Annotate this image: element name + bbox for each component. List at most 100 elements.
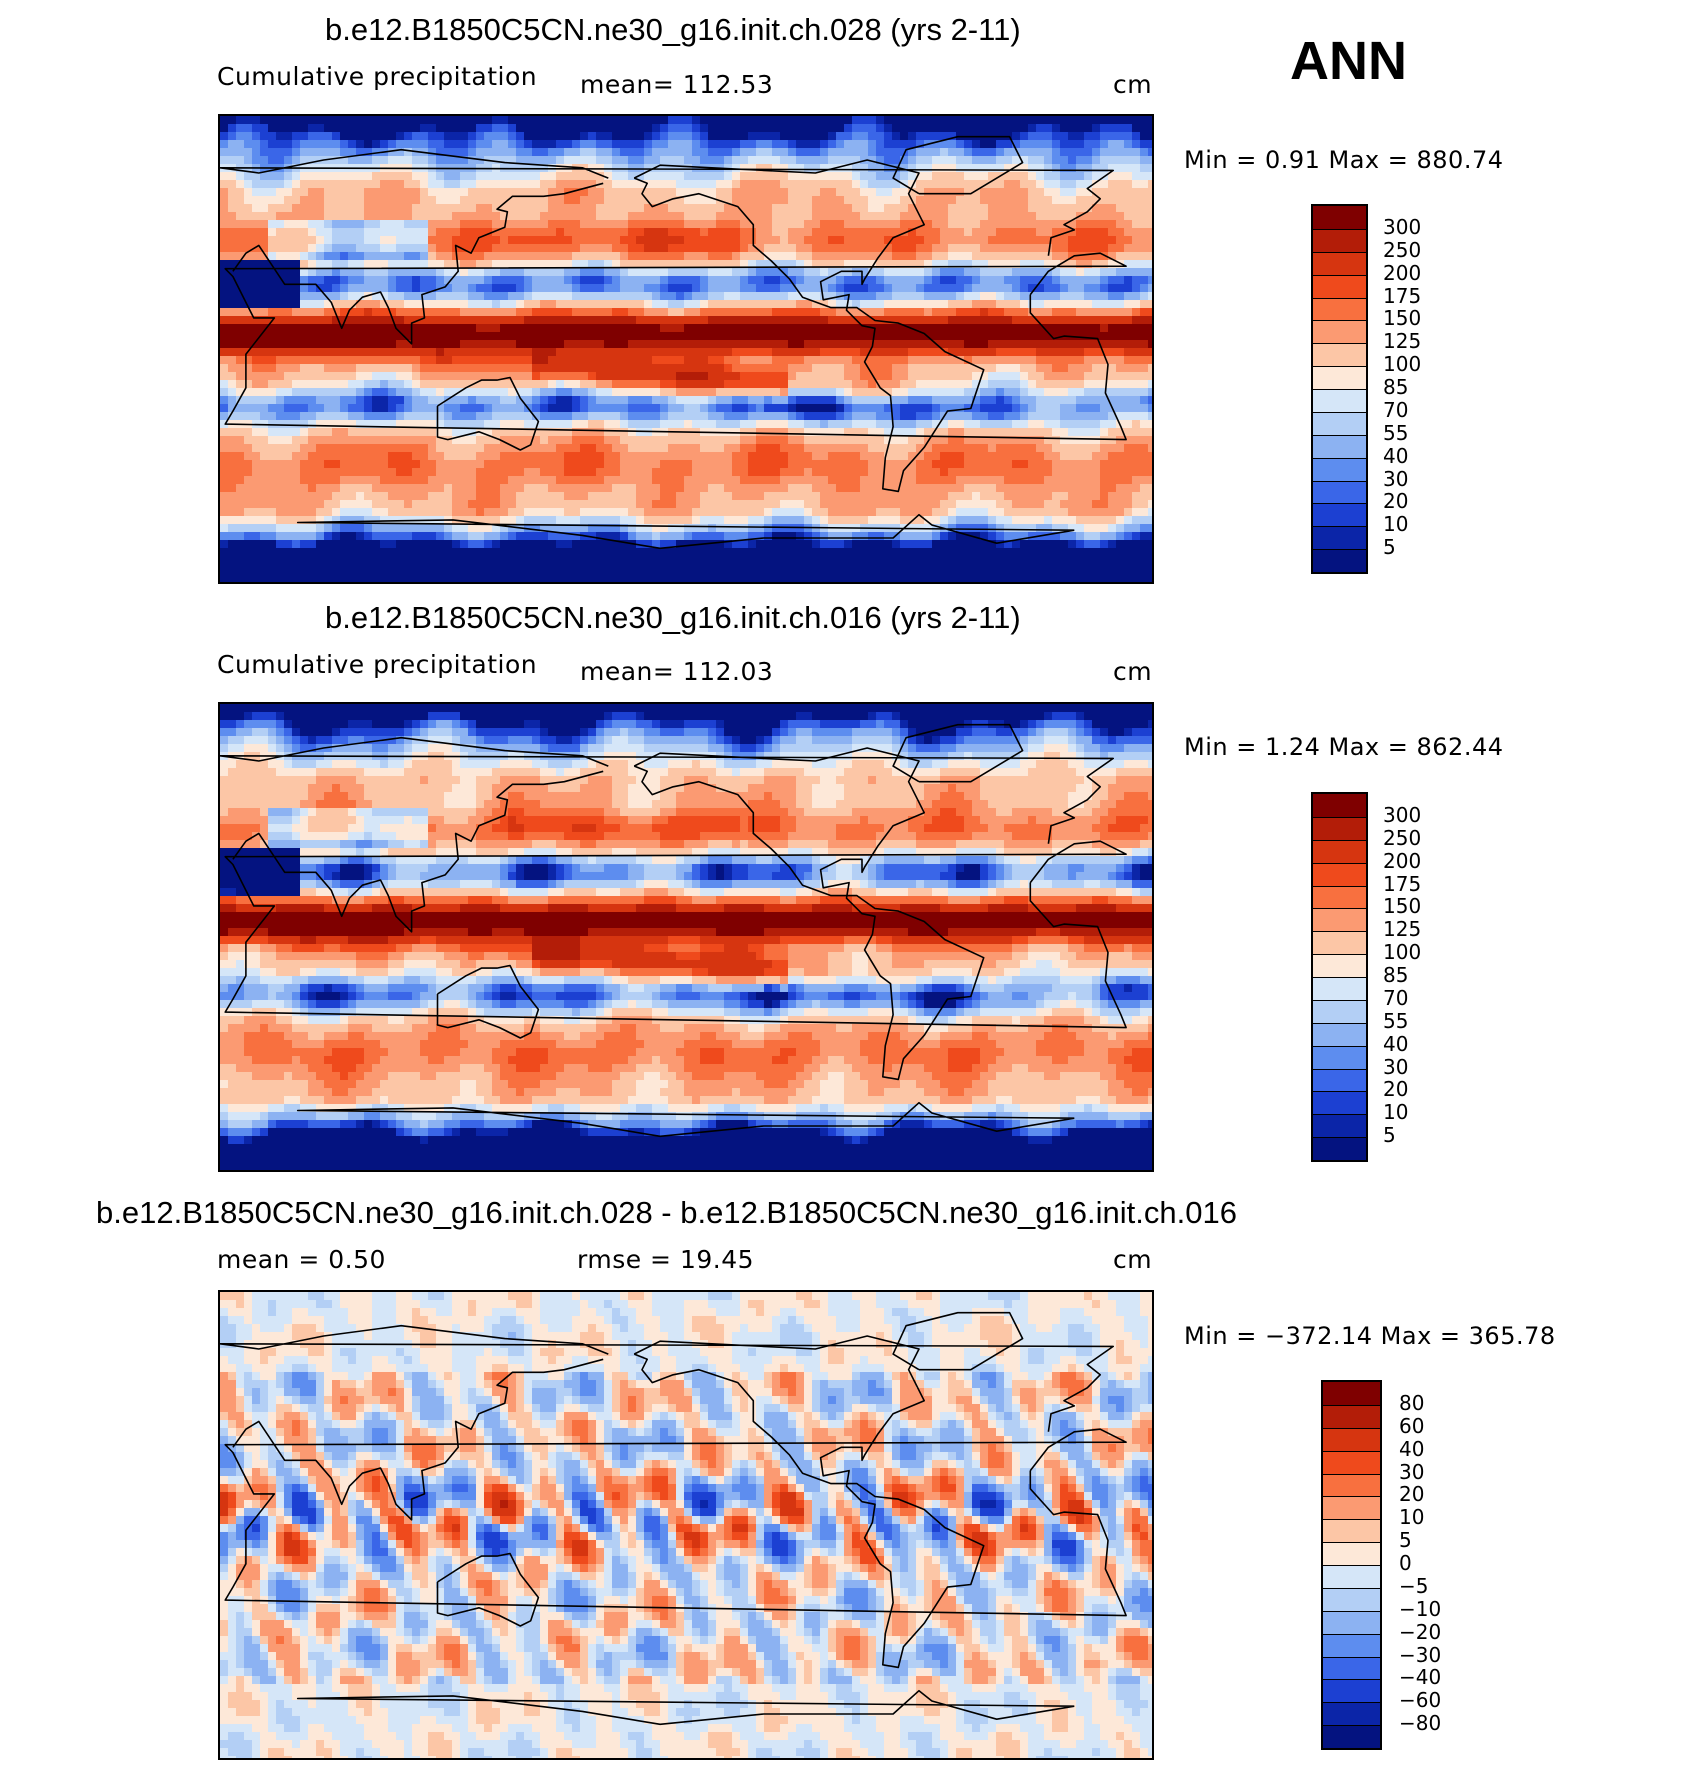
field-cell [444,332,453,341]
field-cell [1060,260,1069,269]
field-cell [908,436,917,445]
field-cell [748,268,757,277]
field-cell [452,156,461,165]
field-cell [1108,148,1117,157]
field-cell [788,268,797,277]
field-cell [500,308,509,317]
field-cell [1148,332,1152,341]
field-cell [604,172,613,181]
field-cell [300,372,309,381]
field-cell [996,428,1005,437]
field-cell [412,276,421,285]
field-cell [628,276,637,285]
field-cell [964,436,973,445]
field-cell [740,332,749,341]
field-cell [660,172,669,181]
field-cell [972,156,981,165]
field-cell [548,428,557,437]
field-cell [612,420,621,429]
field-cell [348,204,357,213]
field-cell [420,340,429,349]
field-cell [500,220,509,229]
field-cell [260,196,269,205]
field-cell [564,180,573,189]
field-cell [580,220,589,229]
field-cell [876,396,885,405]
field-cell [796,412,805,421]
field-cell [396,116,405,125]
field-cell [492,412,501,421]
field-cell [588,220,597,229]
field-cell [1108,260,1117,269]
field-cell [1124,236,1133,245]
field-cell [1020,148,1029,157]
field-cell [284,228,293,237]
field-cell [1140,356,1149,365]
field-cell [476,252,485,261]
field-cell [1076,340,1085,349]
field-cell [532,260,541,269]
field-cell [836,436,845,445]
field-cell [740,164,749,173]
field-cell [548,412,557,421]
field-cell [572,204,581,213]
field-cell [1124,252,1133,261]
field-cell [492,356,501,365]
field-cell [692,380,701,389]
field-cell [1116,372,1125,381]
field-cell [1132,268,1141,277]
field-cell [444,116,453,125]
field-cell [532,332,541,341]
field-cell [572,188,581,197]
field-cell [1044,228,1053,237]
field-cell [692,140,701,149]
field-cell [788,396,797,405]
field-cell [748,172,757,181]
field-cell [444,268,453,277]
field-cell [780,396,789,405]
field-cell [1100,324,1109,333]
field-cell [604,452,613,461]
field-cell [748,292,757,301]
field-cell [652,228,661,237]
field-cell [796,172,805,181]
field-cell [892,444,901,453]
field-cell [772,268,781,277]
field-cell [532,420,541,429]
field-cell [228,308,237,317]
field-cell [972,372,981,381]
field-cell [788,452,797,461]
field-cell [660,196,669,205]
field-cell [316,428,325,437]
field-cell [716,156,725,165]
field-cell [596,340,605,349]
field-cell [868,292,877,301]
field-cell [324,180,333,189]
field-cell [372,276,381,285]
field-cell [404,380,413,389]
field-cell [1148,436,1152,445]
field-cell [908,412,917,421]
field-cell [772,436,781,445]
field-cell [460,444,469,453]
field-cell [756,180,765,189]
field-cell [532,452,541,461]
field-cell [524,276,533,285]
field-cell [388,452,397,461]
field-cell [852,276,861,285]
field-cell [468,156,477,165]
field-cell [836,300,845,309]
field-cell [244,260,253,269]
field-cell [668,348,677,357]
field-cell [708,196,717,205]
field-cell [668,292,677,301]
field-cell [468,236,477,245]
field-cell [892,148,901,157]
field-cell [1100,244,1109,253]
field-cell [924,132,933,141]
field-cell [236,428,245,437]
field-cell [1132,276,1141,285]
field-cell [468,348,477,357]
field-cell [348,444,357,453]
field-cell [1028,284,1037,293]
